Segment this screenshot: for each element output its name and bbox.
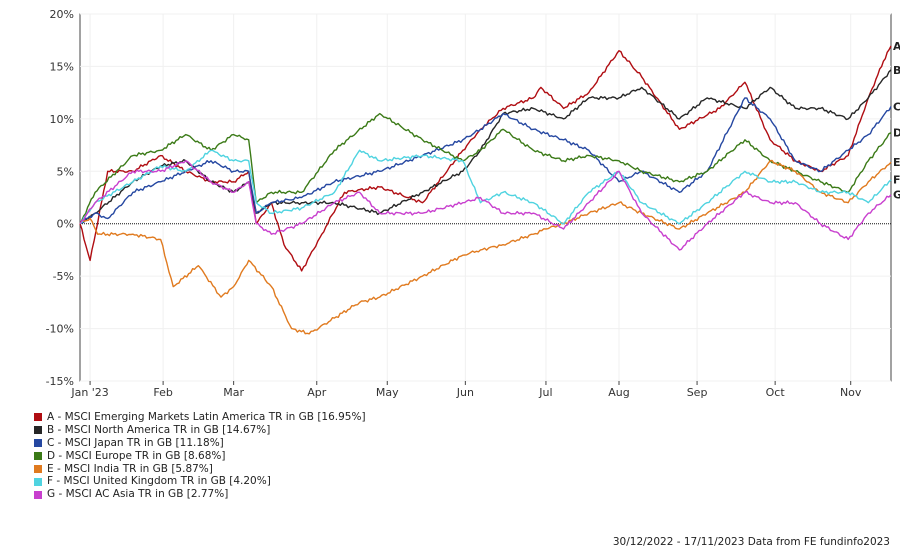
y-tick-label: -10% [46,323,74,336]
plot-area [79,13,892,382]
legend-swatch [34,477,42,486]
series-line-e [79,159,892,335]
legend-label: B - MSCI North America TR in GB [14.67%] [47,423,271,436]
y-tick-label: -5% [53,270,74,283]
x-tick-label: Jan '23 [70,386,108,399]
legend-swatch [34,439,42,448]
x-axis: Jan '23 Feb Mar Apr May Jun Jul Aug Sep Oct Nov [70,381,862,399]
series-line-b [79,69,892,225]
legend-item: B - MSCI North America TR in GB [14.67%] [34,424,366,437]
footer-source: 30/12/2022 - 17/11/2023 Data from FE fun… [612,536,890,548]
legend-item: E - MSCI India TR in GB [5.87%] [34,463,366,476]
x-tick-label: Jul [538,386,552,399]
series-end-label-e: E [893,156,900,169]
x-tick-label: Sep [687,386,708,399]
y-tick-label: 10% [50,113,74,126]
legend-swatch [34,490,42,499]
legend-item: D - MSCI Europe TR in GB [8.68%] [34,450,366,463]
legend-item: C - MSCI Japan TR in GB [11.18%] [34,437,366,450]
x-tick-label: Feb [153,386,172,399]
legend-swatch [34,413,42,422]
series-end-label-g: G [893,189,900,202]
x-tick-label: Apr [307,386,327,399]
legend-label: C - MSCI Japan TR in GB [11.18%] [47,436,224,449]
legend-label: D - MSCI Europe TR in GB [8.68%] [47,449,226,462]
y-tick-label: 0% [57,218,74,231]
x-tick-label: May [376,386,399,399]
series-end-label-d: D [893,127,900,140]
legend: A - MSCI Emerging Markets Latin America … [34,411,366,501]
legend-item: A - MSCI Emerging Markets Latin America … [34,411,366,424]
legend-label: F - MSCI United Kingdom TR in GB [4.20%] [47,475,271,488]
legend-item: G - MSCI AC Asia TR in GB [2.77%] [34,488,366,501]
legend-swatch [34,465,42,473]
series-lines [79,45,892,335]
legend-swatch [34,452,42,461]
series-end-labels: AB C D EFG [893,40,900,202]
legend-swatch [34,426,42,435]
series-end-label-f: F [893,174,900,187]
x-tick-label: Nov [840,386,862,399]
y-tick-label: 20% [50,8,74,21]
legend-label: A - MSCI Emerging Markets Latin America … [47,411,366,423]
series-line-g [79,160,892,251]
x-tick-label: Aug [608,386,629,399]
x-tick-label: Jun [456,386,474,399]
legend-item: F - MSCI United Kingdom TR in GB [4.20%] [34,475,366,488]
series-line-d [79,112,892,225]
series-end-label-c: C [893,100,900,113]
series-end-label-a: A [893,40,900,53]
gridlines [80,13,891,382]
series-end-label-b: B [893,64,900,77]
legend-label: E - MSCI India TR in GB [5.87%] [47,462,213,475]
y-tick-label: 5% [57,165,74,178]
y-axis: -15% -10% -5% 0% 5% 10% 15% 20% [46,8,74,388]
y-tick-label: -15% [46,375,74,388]
x-tick-label: Mar [223,386,244,399]
x-tick-label: Oct [766,386,786,399]
y-tick-label: 15% [50,60,74,73]
series-line-c [79,97,892,225]
legend-label: G - MSCI AC Asia TR in GB [2.77%] [47,488,229,501]
